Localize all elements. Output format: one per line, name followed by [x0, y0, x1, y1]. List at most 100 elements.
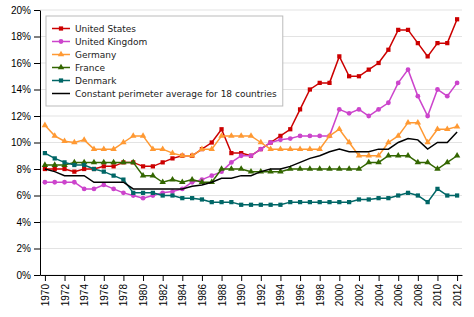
- y-tick: 4%: [17, 217, 40, 228]
- grid-line: [40, 10, 462, 11]
- marker: [228, 132, 234, 138]
- marker: [396, 28, 400, 32]
- marker: [326, 165, 332, 171]
- marker: [298, 133, 303, 138]
- marker: [141, 164, 145, 168]
- marker: [61, 137, 67, 143]
- legend-item: Denmark: [52, 76, 117, 86]
- marker: [179, 179, 185, 185]
- marker: [249, 203, 253, 207]
- marker: [347, 200, 351, 204]
- marker: [170, 193, 174, 197]
- x-tick-label: 2008: [413, 284, 424, 307]
- marker: [269, 203, 273, 207]
- x-axis: 1970197219741976197819801982198419861988…: [40, 275, 463, 306]
- marker: [347, 74, 351, 78]
- marker: [229, 160, 234, 165]
- legend-label: France: [75, 63, 105, 73]
- x-tick: 1982: [158, 275, 169, 306]
- line: [45, 132, 457, 189]
- marker: [386, 48, 390, 52]
- marker: [318, 200, 322, 204]
- marker: [425, 114, 430, 119]
- marker: [249, 154, 253, 158]
- marker: [101, 145, 107, 151]
- line: [45, 70, 457, 199]
- y-tick: 14%: [11, 84, 40, 95]
- x-tick-mark: [359, 275, 360, 281]
- marker: [210, 140, 214, 144]
- x-tick-label: 1994: [275, 284, 286, 307]
- x-tick-mark: [84, 275, 85, 281]
- x-tick-mark: [398, 275, 399, 281]
- marker: [151, 191, 155, 195]
- x-tick: 1976: [99, 275, 110, 306]
- marker: [269, 140, 273, 144]
- y-tick: 10%: [11, 137, 40, 148]
- marker: [396, 80, 401, 85]
- y-tick-label: 10%: [11, 137, 31, 148]
- marker: [130, 159, 136, 165]
- marker: [209, 173, 214, 178]
- marker: [267, 145, 273, 151]
- x-tick-mark: [182, 275, 183, 281]
- x-tick: 1988: [217, 275, 228, 306]
- marker: [415, 94, 420, 99]
- marker: [150, 172, 156, 178]
- x-tick: 2004: [374, 275, 385, 306]
- marker: [416, 193, 420, 197]
- marker: [405, 119, 411, 125]
- marker: [141, 196, 146, 201]
- x-tick-mark: [437, 275, 438, 281]
- x-tick-label: 1986: [197, 284, 208, 307]
- marker: [199, 145, 205, 151]
- marker: [200, 197, 204, 201]
- marker: [91, 145, 97, 151]
- marker: [375, 152, 381, 158]
- x-tick-mark: [241, 275, 242, 281]
- marker: [435, 187, 439, 191]
- marker: [357, 107, 362, 112]
- marker: [130, 132, 136, 138]
- marker: [92, 186, 97, 191]
- legend-item: United States: [52, 24, 136, 34]
- x-tick: 1970: [40, 275, 51, 306]
- y-tick: 2%: [17, 243, 40, 254]
- legend-frame: [46, 16, 283, 106]
- marker: [170, 189, 175, 194]
- x-tick-label: 1980: [138, 284, 149, 307]
- marker: [71, 139, 77, 145]
- y-tick-mark: [34, 169, 40, 170]
- marker: [189, 176, 195, 182]
- marker: [72, 180, 77, 185]
- y-tick-mark: [34, 10, 40, 11]
- legend-label: United Kingdom: [75, 37, 147, 47]
- y-tick-mark: [34, 63, 40, 64]
- marker: [259, 203, 263, 207]
- chart: 1970197219741976197819801982198419861988…: [0, 0, 474, 317]
- x-tick: 1986: [197, 275, 208, 306]
- marker: [297, 165, 303, 171]
- marker: [454, 152, 460, 158]
- marker: [445, 193, 449, 197]
- x-tick-label: 1990: [236, 284, 247, 307]
- marker: [445, 94, 450, 99]
- marker: [367, 68, 371, 72]
- x-tick-label: 1988: [217, 284, 228, 307]
- marker: [92, 167, 96, 171]
- marker: [219, 127, 223, 131]
- y-tick-label: 8%: [17, 164, 32, 175]
- legend-label: Constant perimeter average for 18 countr…: [75, 89, 277, 99]
- x-tick: 1992: [256, 275, 267, 306]
- marker: [110, 145, 116, 151]
- y-tick: 16%: [11, 58, 40, 69]
- marker: [121, 190, 126, 195]
- marker: [101, 183, 106, 188]
- marker: [337, 107, 342, 112]
- marker: [386, 100, 391, 105]
- legend-item: France: [52, 63, 105, 73]
- marker: [111, 174, 115, 178]
- marker: [406, 191, 410, 195]
- marker: [62, 160, 66, 164]
- line: [45, 156, 457, 183]
